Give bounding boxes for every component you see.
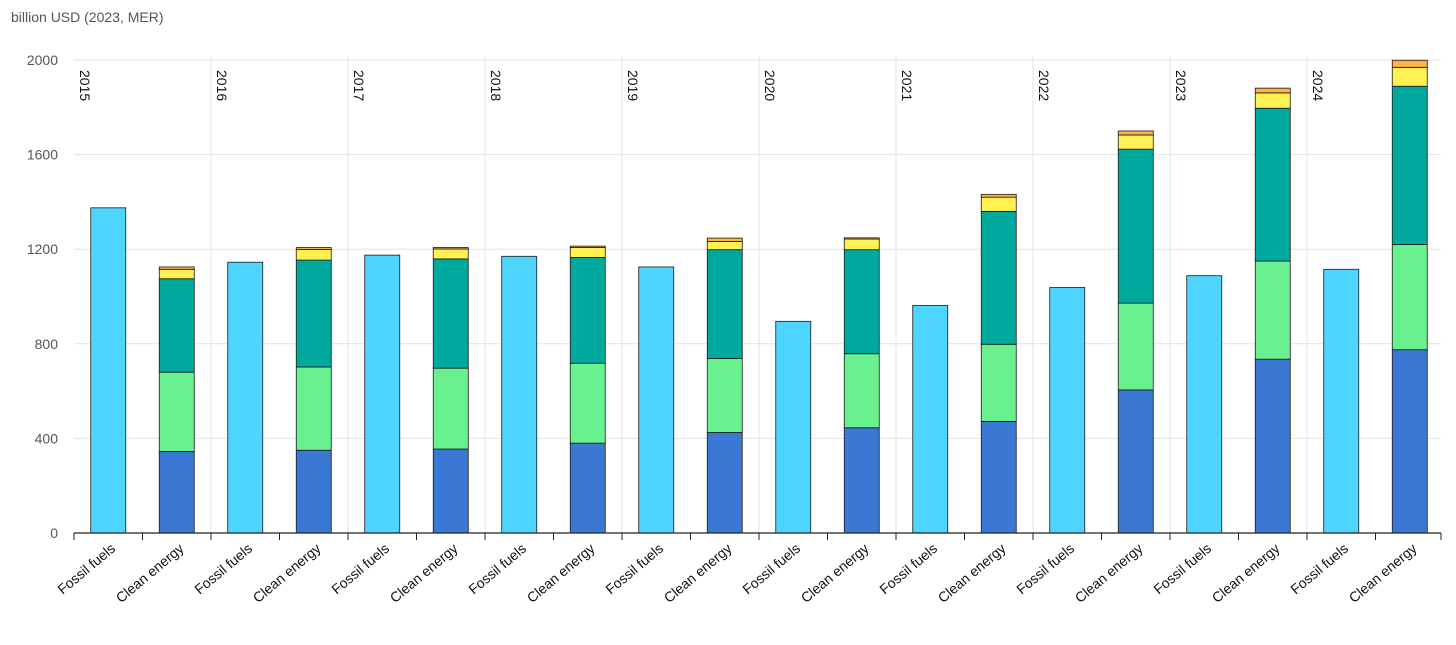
bar-clean-energy-2018-seg-5 xyxy=(569,245,606,248)
bar-clean-energy-2021-seg-5 xyxy=(980,193,1017,198)
bar-clean-energy-2019-seg-3 xyxy=(706,249,743,359)
bar-clean-energy-2015-seg-4 xyxy=(158,268,195,280)
bar-clean-energy-2016-seg-1 xyxy=(295,449,332,534)
bar-clean-energy-2022-seg-4 xyxy=(1117,134,1154,150)
bar-fossil-fuels-2016 xyxy=(227,261,264,534)
bar-clean-energy-2015-seg-2 xyxy=(158,371,195,452)
bar-clean-energy-2022-seg-2 xyxy=(1117,302,1154,391)
year-label-2023: 2023 xyxy=(1173,70,1189,101)
bar-clean-energy-2023-seg-5 xyxy=(1254,87,1291,94)
bar-clean-energy-2020-seg-2 xyxy=(843,353,880,429)
category-label-fossil-fuels-2016: Fossil fuels xyxy=(191,540,255,597)
bar-clean-energy-2021-seg-2 xyxy=(980,343,1017,422)
y-tick-label-1600: 1600 xyxy=(27,147,58,163)
bar-clean-energy-2022-seg-1 xyxy=(1117,389,1154,534)
bar-clean-energy-2019-seg-2 xyxy=(706,358,743,433)
bar-clean-energy-2016-seg-3 xyxy=(295,259,332,368)
y-tick-label-400: 400 xyxy=(35,430,59,446)
bar-clean-energy-2020-seg-5 xyxy=(843,237,880,240)
bar-clean-energy-2015-seg-3 xyxy=(158,278,195,373)
bar-clean-energy-2018-seg-2 xyxy=(569,362,606,444)
bar-clean-energy-2024-seg-3 xyxy=(1391,85,1428,245)
year-label-2015: 2015 xyxy=(77,70,93,101)
bar-fossil-fuels-2022 xyxy=(1049,287,1086,534)
bar-fossil-fuels-2023 xyxy=(1186,275,1223,534)
bar-clean-energy-2020-seg-1 xyxy=(843,427,880,534)
bar-fossil-fuels-2020 xyxy=(775,320,812,534)
bar-clean-energy-2024-seg-4 xyxy=(1391,66,1428,87)
bar-clean-energy-2018-seg-3 xyxy=(569,257,606,364)
bar-fossil-fuels-2018 xyxy=(501,255,538,534)
category-label-fossil-fuels-2017: Fossil fuels xyxy=(328,540,392,597)
bar-clean-energy-2023-seg-4 xyxy=(1254,92,1291,109)
bar-clean-energy-2017-seg-3 xyxy=(432,258,469,369)
bar-clean-energy-2024-seg-2 xyxy=(1391,244,1428,351)
category-label-fossil-fuels-2018: Fossil fuels xyxy=(465,540,529,597)
category-label-fossil-fuels-2023: Fossil fuels xyxy=(1150,540,1214,597)
category-label-clean-energy-2021: Clean energy xyxy=(935,540,1009,606)
category-label-clean-energy-2016: Clean energy xyxy=(250,540,324,606)
bar-fossil-fuels-2019 xyxy=(638,266,675,534)
bar-clean-energy-2019-seg-5 xyxy=(706,237,743,242)
bar-fossil-fuels-2021 xyxy=(912,305,949,534)
bar-fossil-fuels-2017 xyxy=(364,254,401,534)
y-axis-unit-label: billion USD (2023, MER) xyxy=(11,9,164,25)
category-label-clean-energy-2022: Clean energy xyxy=(1072,540,1146,606)
bar-clean-energy-2015-seg-1 xyxy=(158,451,195,534)
category-label-clean-energy-2023: Clean energy xyxy=(1209,540,1283,606)
year-label-2019: 2019 xyxy=(625,70,641,101)
bar-clean-energy-2017-seg-1 xyxy=(432,448,469,534)
category-label-fossil-fuels-2019: Fossil fuels xyxy=(602,540,666,597)
bar-clean-energy-2019-seg-4 xyxy=(706,240,743,251)
category-label-clean-energy-2015: Clean energy xyxy=(113,540,187,606)
bar-clean-energy-2018-seg-4 xyxy=(569,247,606,258)
bar-clean-energy-2020-seg-4 xyxy=(843,238,880,251)
bar-fossil-fuels-2024 xyxy=(1323,268,1360,534)
bar-clean-energy-2023-seg-2 xyxy=(1254,260,1291,360)
y-tick-label-1200: 1200 xyxy=(27,241,58,257)
bar-clean-energy-2024-seg-1 xyxy=(1391,349,1428,534)
bar-clean-energy-2021-seg-3 xyxy=(980,210,1017,345)
category-label-clean-energy-2019: Clean energy xyxy=(661,540,735,606)
bar-clean-energy-2019-seg-1 xyxy=(706,432,743,534)
year-label-2016: 2016 xyxy=(214,70,230,101)
bar-clean-energy-2018-seg-1 xyxy=(569,442,606,534)
year-label-2020: 2020 xyxy=(762,70,778,101)
bar-clean-energy-2024-seg-5 xyxy=(1391,59,1428,68)
bar-clean-energy-2016-seg-5 xyxy=(295,247,332,250)
year-label-2017: 2017 xyxy=(351,70,367,101)
category-label-fossil-fuels-2024: Fossil fuels xyxy=(1287,540,1351,597)
bar-clean-energy-2016-seg-4 xyxy=(295,249,332,261)
bar-clean-energy-2023-seg-3 xyxy=(1254,107,1291,262)
y-tick-label-0: 0 xyxy=(50,525,58,541)
category-label-clean-energy-2018: Clean energy xyxy=(524,540,598,606)
category-label-clean-energy-2017: Clean energy xyxy=(387,540,461,606)
y-tick-label-2000: 2000 xyxy=(27,52,58,68)
bar-fossil-fuels-2015 xyxy=(90,207,127,534)
bar-clean-energy-2017-seg-2 xyxy=(432,367,469,450)
category-label-fossil-fuels-2021: Fossil fuels xyxy=(876,540,940,597)
year-label-2018: 2018 xyxy=(488,70,504,101)
bar-clean-energy-2017-seg-4 xyxy=(432,248,469,260)
category-label-fossil-fuels-2015: Fossil fuels xyxy=(54,540,118,597)
year-label-2022: 2022 xyxy=(1036,70,1052,101)
bar-clean-energy-2015-seg-5 xyxy=(158,266,195,270)
category-label-clean-energy-2020: Clean energy xyxy=(798,540,872,606)
bar-clean-energy-2022-seg-5 xyxy=(1117,130,1154,136)
category-label-fossil-fuels-2022: Fossil fuels xyxy=(1013,540,1077,597)
bar-clean-energy-2021-seg-4 xyxy=(980,196,1017,212)
bar-clean-energy-2023-seg-1 xyxy=(1254,358,1291,534)
bar-clean-energy-2017-seg-5 xyxy=(432,247,469,250)
bar-clean-energy-2016-seg-2 xyxy=(295,366,332,451)
bar-clean-energy-2021-seg-1 xyxy=(980,420,1017,534)
bar-clean-energy-2020-seg-3 xyxy=(843,249,880,355)
year-label-2021: 2021 xyxy=(899,70,915,101)
y-tick-label-800: 800 xyxy=(35,336,59,352)
bar-clean-energy-2022-seg-3 xyxy=(1117,148,1154,304)
year-label-2024: 2024 xyxy=(1310,70,1326,101)
category-label-clean-energy-2024: Clean energy xyxy=(1346,540,1420,606)
category-label-fossil-fuels-2020: Fossil fuels xyxy=(739,540,803,597)
